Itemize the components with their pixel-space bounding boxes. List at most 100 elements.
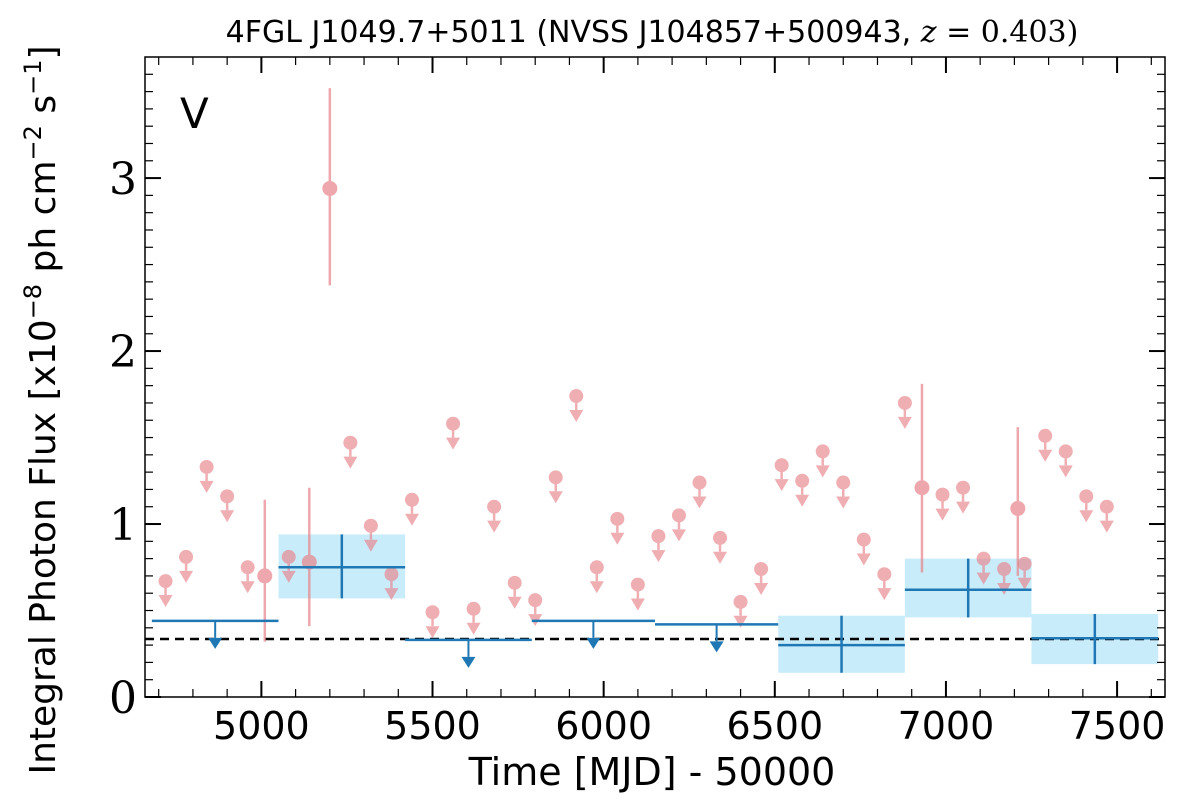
fine-series <box>158 88 1114 642</box>
fine-upper-limit-17 <box>569 389 584 422</box>
x-tick-label-1: 5500 <box>384 704 481 748</box>
fine-upper-limit-31 <box>856 532 871 566</box>
fine-upper-limit-11 <box>446 416 461 450</box>
fine-detection-1 <box>301 487 317 627</box>
x-tick-label-5: 7500 <box>1069 704 1166 748</box>
fine-upper-limit-arrow-34-head <box>935 508 950 521</box>
fine-upper-limit-4 <box>240 560 255 594</box>
fine-upper-limit-arrow-33-head <box>897 416 912 429</box>
fine-upper-limit-12 <box>466 601 481 635</box>
fine-upper-limit-arrow-6-head <box>343 456 358 469</box>
fine-upper-limit-point-27 <box>774 458 789 473</box>
fine-upper-limit-arrow-35-head <box>956 501 971 514</box>
fine-upper-limit-point-39 <box>1038 428 1053 443</box>
fine-detection-point-2 <box>322 180 338 196</box>
fine-upper-limit-arrow-19-head <box>610 532 625 545</box>
fine-upper-limit-point-41 <box>1079 489 1094 504</box>
fine-upper-limit-arrow-12-head <box>466 622 481 635</box>
fine-upper-limit-33 <box>897 395 912 429</box>
fine-upper-limit-point-20 <box>630 577 645 592</box>
coarse-upper-limit-arrowhead-3 <box>709 641 724 653</box>
fine-upper-limit-16 <box>548 470 563 504</box>
fine-upper-limit-point-7 <box>363 518 378 533</box>
fine-upper-limit-point-23 <box>692 475 707 490</box>
fine-upper-limit-point-28 <box>795 473 810 488</box>
y-axis-label-part2: ph cm <box>23 160 64 283</box>
fine-detection-point-1 <box>301 554 317 570</box>
fine-upper-limit-arrow-26-head <box>754 582 769 595</box>
fine-upper-limit-36 <box>976 551 991 585</box>
y-axis-label-part3: s <box>23 95 64 125</box>
fine-upper-limit-arrow-7-head <box>363 539 378 552</box>
fine-upper-limit-8 <box>384 567 399 601</box>
fine-upper-limit-point-29 <box>815 444 830 459</box>
fine-upper-limit-39 <box>1038 428 1053 462</box>
fine-upper-limit-arrow-30-head <box>836 496 851 509</box>
fine-upper-limit-30 <box>836 475 851 509</box>
fine-upper-limit-arrow-29-head <box>815 465 830 478</box>
fine-detection-3 <box>914 383 930 573</box>
fine-upper-limit-arrow-27-head <box>774 479 789 492</box>
x-tick-label-4: 7000 <box>898 704 995 748</box>
fine-upper-limit-point-37 <box>997 562 1012 576</box>
fine-upper-limit-point-5 <box>281 549 296 564</box>
fine-upper-limit-23 <box>692 475 707 509</box>
fine-upper-limit-point-0 <box>158 574 173 589</box>
fine-upper-limit-point-34 <box>935 487 950 502</box>
fine-upper-limit-point-9 <box>404 492 419 507</box>
fine-upper-limit-arrow-42-head <box>1099 520 1114 533</box>
coarse-upper-limit-arrowhead-2 <box>586 637 601 649</box>
fine-upper-limit-22 <box>671 508 686 542</box>
fine-upper-limit-point-42 <box>1099 499 1114 514</box>
fine-upper-limit-point-14 <box>507 575 522 590</box>
y-tick-label-0: 0 <box>109 673 137 724</box>
fine-upper-limit-10 <box>425 605 440 639</box>
fine-upper-limit-point-10 <box>425 605 440 620</box>
fine-upper-limit-7 <box>363 518 378 552</box>
fine-upper-limit-27 <box>774 458 789 492</box>
fine-upper-limit-point-13 <box>487 499 502 514</box>
fine-upper-limit-arrow-14-head <box>507 596 522 609</box>
fine-upper-limit-19 <box>610 511 625 545</box>
y-tick-label-1: 1 <box>109 500 137 551</box>
fine-upper-limit-28 <box>795 473 810 507</box>
fine-upper-limit-point-31 <box>856 532 871 547</box>
fine-upper-limit-arrow-16-head <box>548 491 563 504</box>
y-axis-label-exp1: −8 <box>19 284 47 319</box>
fine-upper-limit-arrow-20-head <box>630 598 645 611</box>
fine-detection-point-0 <box>257 568 273 584</box>
x-tick-label-3: 6500 <box>726 704 823 748</box>
x-tick-label-0: 5000 <box>213 704 310 748</box>
x-axis-label: Time [MJD] - 50000 <box>468 750 836 794</box>
fine-upper-limit-arrow-32-head <box>877 588 892 601</box>
fine-upper-limit-point-6 <box>343 435 358 450</box>
x-tick-label-2: 6000 <box>555 704 652 748</box>
fine-upper-limit-point-24 <box>713 530 728 545</box>
fine-upper-limit-point-40 <box>1058 444 1073 459</box>
fine-upper-limit-arrow-10-head <box>425 626 440 639</box>
fine-upper-limit-arrow-22-head <box>671 529 686 542</box>
fine-upper-limit-arrow-3-head <box>220 510 235 523</box>
fine-upper-limit-point-22 <box>671 508 686 523</box>
fine-upper-limit-42 <box>1099 499 1114 533</box>
fine-detection-point-4 <box>1010 500 1026 516</box>
fine-upper-limit-arrow-2-head <box>199 480 214 493</box>
fine-upper-limit-6 <box>343 435 358 469</box>
fine-upper-limit-arrow-40-head <box>1058 465 1073 478</box>
fine-detection-0 <box>257 499 273 642</box>
fine-upper-limit-point-3 <box>220 489 235 504</box>
fine-upper-limit-35 <box>956 480 971 514</box>
fine-upper-limit-34 <box>935 487 950 521</box>
fine-upper-limit-arrow-36-head <box>976 572 991 585</box>
fine-upper-limit-32 <box>877 567 892 601</box>
y-axis-label-exp3: −1 <box>19 60 47 95</box>
fine-upper-limit-0 <box>158 574 173 608</box>
fine-upper-limit-arrow-1-head <box>179 570 194 583</box>
fine-upper-limit-point-30 <box>836 475 851 490</box>
fine-upper-limit-point-21 <box>651 529 666 544</box>
panel-label: V <box>180 89 209 138</box>
fine-upper-limit-arrow-8-head <box>384 588 399 601</box>
fine-upper-limit-arrow-28-head <box>795 494 810 507</box>
